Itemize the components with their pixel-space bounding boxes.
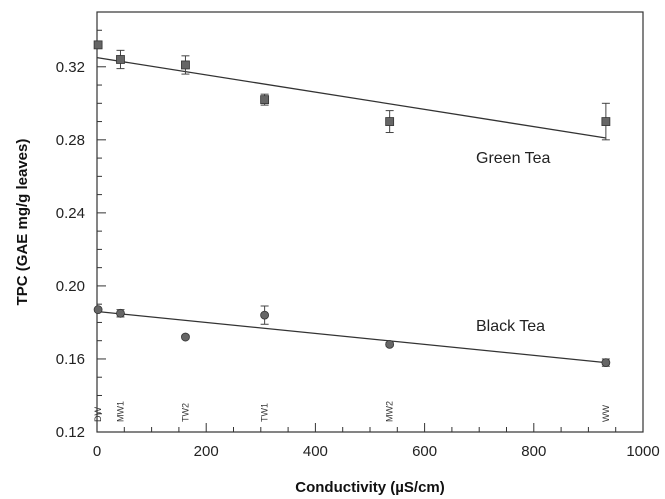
data-point bbox=[385, 339, 395, 349]
data-point bbox=[601, 117, 611, 126]
data-point bbox=[181, 60, 190, 70]
trend-line bbox=[96, 310, 606, 364]
y-tick-label: 0.28 bbox=[56, 132, 85, 149]
x-tick-label: 1000 bbox=[626, 443, 659, 460]
sample-labels: DW MW1 TW2 TW1 MW2 WW bbox=[93, 401, 611, 422]
x-tick-label: 0 bbox=[93, 443, 101, 460]
sample-label: TW1 bbox=[260, 403, 270, 422]
y-tick-label: 0.24 bbox=[56, 205, 85, 222]
x-tick-label: 400 bbox=[303, 443, 328, 460]
y-tick-label: 0.20 bbox=[56, 278, 85, 295]
data-point bbox=[93, 40, 103, 50]
x-tick-marks bbox=[96, 423, 644, 432]
x-tick-label: 200 bbox=[194, 443, 219, 460]
data-point bbox=[260, 95, 270, 105]
x-tick-label: 800 bbox=[521, 443, 546, 460]
y-tick-marks bbox=[97, 29, 106, 433]
series-label-black-tea: Black Tea bbox=[476, 318, 545, 335]
data-point bbox=[116, 308, 125, 318]
data-point bbox=[116, 55, 125, 64]
sample-label: DW bbox=[93, 407, 103, 422]
x-tick-labels: 0 200 400 600 800 1000 bbox=[93, 443, 660, 460]
series-black-tea bbox=[93, 305, 611, 368]
plot-frame bbox=[96, 11, 644, 433]
y-tick-label: 0.16 bbox=[56, 351, 85, 368]
y-tick-labels: 0.12 0.16 0.20 0.24 0.28 0.32 bbox=[56, 59, 85, 441]
y-tick-label: 0.12 bbox=[56, 424, 85, 441]
data-point bbox=[181, 332, 190, 342]
sample-label: TW2 bbox=[180, 403, 190, 422]
series-label-green-tea: Green Tea bbox=[476, 150, 551, 167]
x-axis-title: Conductivity (µS/cm) bbox=[295, 479, 445, 496]
data-point bbox=[601, 358, 611, 368]
x-tick-label: 600 bbox=[412, 443, 437, 460]
y-tick-label: 0.32 bbox=[56, 59, 85, 76]
data-point bbox=[385, 117, 395, 126]
data-point bbox=[260, 310, 270, 320]
data-point bbox=[93, 305, 103, 315]
series-green-tea bbox=[93, 40, 611, 141]
sample-label: WW bbox=[601, 405, 611, 422]
sample-label: MW2 bbox=[385, 401, 395, 422]
trend-line bbox=[96, 57, 606, 139]
y-axis-title: TPC (GAE mg/g leaves) bbox=[14, 139, 31, 306]
sample-label: MW1 bbox=[115, 401, 125, 422]
